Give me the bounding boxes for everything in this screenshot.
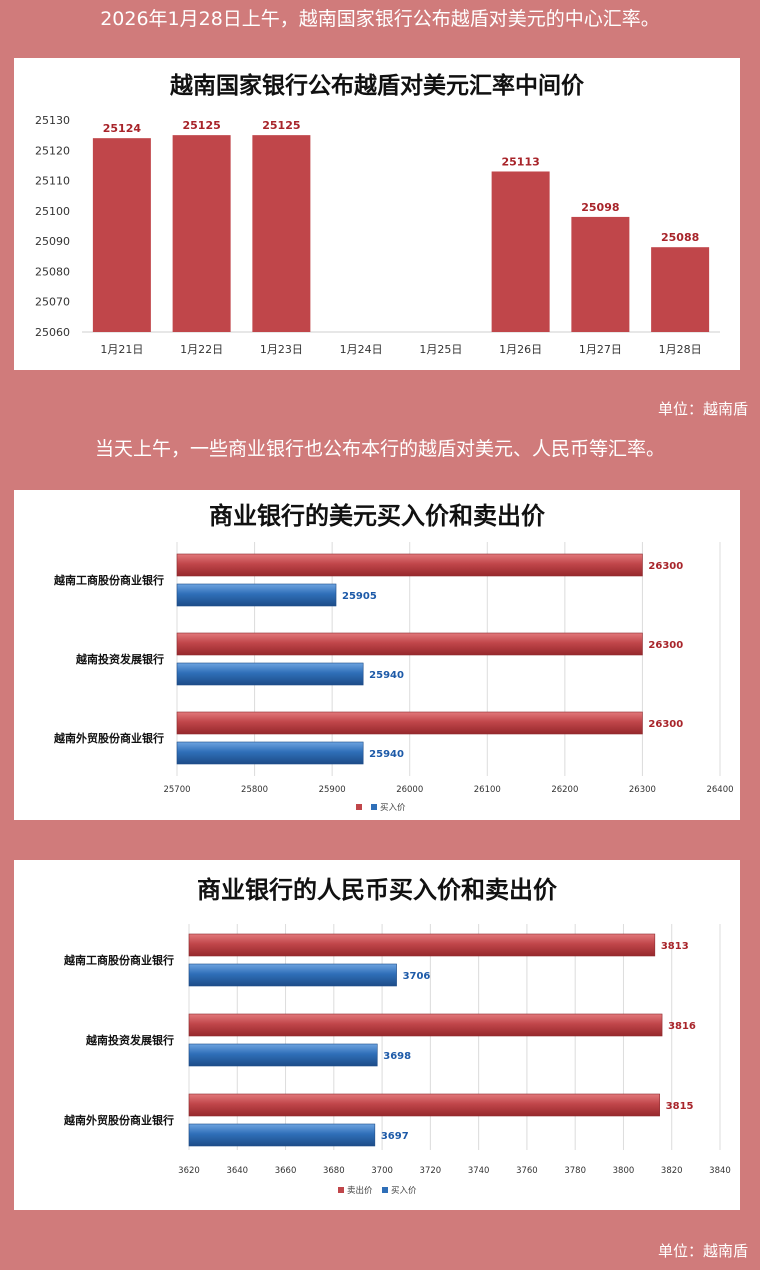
y-tick-label: 25090 bbox=[35, 235, 70, 248]
bar bbox=[176, 711, 643, 735]
bar bbox=[188, 1123, 376, 1147]
x-tick-label: 26000 bbox=[396, 785, 423, 795]
x-tick-label: 1月24日 bbox=[340, 343, 383, 356]
data-label: 25940 bbox=[369, 670, 404, 681]
x-tick-label: 3720 bbox=[420, 1166, 442, 1176]
category-label: 越南外贸股份商业银行 bbox=[53, 731, 164, 745]
y-tick-label: 25110 bbox=[35, 175, 70, 188]
legend-swatch bbox=[338, 1187, 344, 1193]
x-tick-label: 25900 bbox=[319, 785, 346, 795]
data-label: 26300 bbox=[648, 640, 683, 651]
chart3-title: 商业银行的人民币买入价和卖出价 bbox=[197, 876, 557, 904]
data-label: 3698 bbox=[383, 1051, 411, 1062]
legend-label: 买入价 bbox=[391, 1186, 417, 1196]
data-label: 3697 bbox=[381, 1131, 409, 1142]
category-label: 越南外贸股份商业银行 bbox=[63, 1113, 174, 1127]
bar bbox=[176, 583, 337, 607]
headline: 2026年1月28日上午，越南国家银行公布越盾对美元的中心汇率。 bbox=[100, 8, 660, 30]
data-label: 3813 bbox=[661, 941, 689, 952]
bar bbox=[176, 632, 643, 656]
y-tick-label: 25060 bbox=[35, 326, 70, 339]
chart1-title: 越南国家银行公布越盾对美元汇率中间价 bbox=[170, 73, 584, 99]
x-tick-label: 1月28日 bbox=[659, 343, 702, 356]
data-label: 25124 bbox=[103, 122, 142, 135]
data-label: 25940 bbox=[369, 749, 404, 760]
data-label: 3815 bbox=[666, 1101, 694, 1112]
unit-label-2: 单位：越南盾 bbox=[657, 1242, 748, 1260]
cny-rate-chart-panel: 商业银行的人民币买入价和卖出价 3620 3640 3660 3680 3700 3720… bbox=[14, 860, 740, 1210]
chart2-title: 商业银行的美元买入价和卖出价 bbox=[209, 502, 545, 530]
y-tick-label: 25070 bbox=[35, 296, 70, 309]
data-label: 26300 bbox=[648, 561, 683, 572]
x-tick-label: 3700 bbox=[371, 1166, 393, 1176]
bar bbox=[172, 135, 231, 332]
legend-swatch bbox=[371, 804, 377, 810]
x-tick-label: 3760 bbox=[516, 1166, 538, 1176]
x-tick-label: 3680 bbox=[323, 1166, 345, 1176]
y-tick-label: 25120 bbox=[35, 144, 70, 157]
x-tick-label: 1月21日 bbox=[100, 343, 143, 356]
x-tick-label: 1月22日 bbox=[180, 343, 223, 356]
x-tick-label: 1月25日 bbox=[419, 343, 462, 356]
x-tick-label: 1月23日 bbox=[260, 343, 303, 356]
category-label: 越南工商股份商业银行 bbox=[53, 573, 164, 587]
bar bbox=[188, 1093, 660, 1117]
bar bbox=[188, 963, 397, 987]
x-tick-label: 3840 bbox=[709, 1166, 731, 1176]
data-label: 25125 bbox=[262, 119, 300, 132]
category-label: 越南投资发展银行 bbox=[85, 1033, 174, 1047]
category-label: 越南投资发展银行 bbox=[75, 652, 164, 666]
x-tick-label: 1月26日 bbox=[499, 343, 542, 356]
bar bbox=[571, 216, 630, 332]
data-label: 3706 bbox=[403, 971, 431, 982]
subhead: 当天上午，一些商业银行也公布本行的越盾对美元、人民币等汇率。 bbox=[94, 438, 665, 460]
x-tick-label: 26300 bbox=[629, 785, 656, 795]
data-label: 25113 bbox=[501, 155, 539, 168]
x-tick-label: 3640 bbox=[226, 1166, 248, 1176]
bar bbox=[252, 135, 311, 332]
bar bbox=[176, 553, 643, 577]
data-label: 25905 bbox=[342, 591, 377, 602]
data-label: 25088 bbox=[661, 231, 699, 244]
central-rate-bar-chart: 25060 25070 25080 25090 25100 25110 25120 25130… bbox=[35, 114, 720, 356]
bar bbox=[188, 933, 656, 957]
usd-rate-bar-chart: 25700 25800 25900 26000 26100 26200 26300 26400… bbox=[53, 542, 734, 813]
bar bbox=[176, 662, 364, 686]
bar bbox=[491, 171, 550, 332]
bar bbox=[92, 138, 151, 332]
legend-swatch bbox=[382, 1187, 388, 1193]
usd-rate-chart-panel: 商业银行的美元买入价和卖出价 25700 25800 25900 26000 26100… bbox=[14, 490, 740, 820]
cny-rate-bar-chart: 3620 3640 3660 3680 3700 3720 3740 3760 3780 3800… bbox=[63, 924, 731, 1196]
bar bbox=[188, 1043, 378, 1067]
bar bbox=[651, 247, 710, 332]
x-tick-label: 26100 bbox=[474, 785, 501, 795]
x-tick-label: 3660 bbox=[275, 1166, 297, 1176]
legend-label: 卖出价 bbox=[347, 1185, 373, 1196]
x-tick-label: 3780 bbox=[564, 1166, 586, 1176]
central-rate-chart-panel: 越南国家银行公布越盾对美元汇率中间价 25060 25070 25080 25090 2… bbox=[14, 58, 740, 370]
x-tick-label: 3620 bbox=[178, 1166, 200, 1176]
data-label: 25125 bbox=[182, 119, 220, 132]
legend-label: 买入价 bbox=[380, 803, 406, 813]
x-tick-label: 26400 bbox=[706, 785, 733, 795]
x-tick-label: 3740 bbox=[468, 1166, 490, 1176]
x-tick-label: 25700 bbox=[163, 785, 190, 795]
x-tick-label: 26200 bbox=[551, 785, 578, 795]
unit-label-1: 单位：越南盾 bbox=[657, 400, 748, 418]
x-tick-label: 3800 bbox=[613, 1166, 635, 1176]
y-tick-label: 25100 bbox=[35, 205, 70, 218]
x-tick-label: 1月27日 bbox=[579, 343, 622, 356]
category-label: 越南工商股份商业银行 bbox=[63, 953, 174, 967]
x-tick-label: 3820 bbox=[661, 1166, 683, 1176]
bar bbox=[176, 741, 364, 765]
bar bbox=[188, 1013, 663, 1037]
legend-swatch bbox=[356, 804, 362, 810]
y-tick-label: 25080 bbox=[35, 265, 70, 278]
data-label: 25098 bbox=[581, 201, 619, 214]
data-label: 3816 bbox=[668, 1021, 696, 1032]
y-tick-label: 25130 bbox=[35, 114, 70, 127]
x-tick-label: 25800 bbox=[241, 785, 268, 795]
data-label: 26300 bbox=[648, 719, 683, 730]
